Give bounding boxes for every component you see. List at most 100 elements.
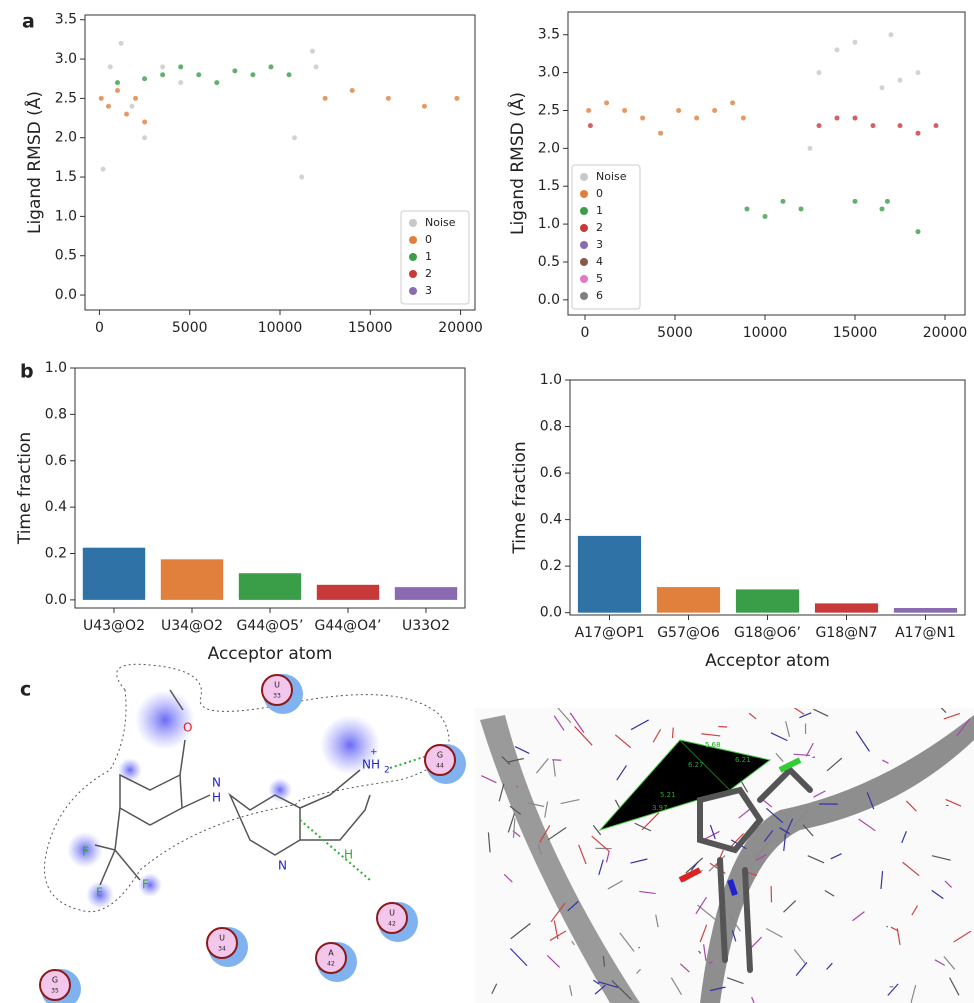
legend-box xyxy=(571,164,641,310)
stick xyxy=(775,752,784,762)
stick xyxy=(698,950,702,954)
point xyxy=(142,119,148,125)
y-tick-label: 0.8 xyxy=(540,419,562,435)
point xyxy=(160,72,166,78)
point xyxy=(349,88,355,94)
stick xyxy=(793,809,809,827)
point xyxy=(915,70,921,76)
stick xyxy=(679,963,690,973)
point xyxy=(816,123,822,129)
x-tick-label: 5000 xyxy=(657,325,693,341)
stick xyxy=(949,977,960,996)
legend-marker xyxy=(409,253,417,261)
point xyxy=(291,135,297,141)
atom: N xyxy=(278,859,287,873)
residue-base: G xyxy=(437,751,443,760)
plot-frame xyxy=(567,11,966,316)
stick xyxy=(611,980,632,1001)
point xyxy=(299,174,305,180)
stick xyxy=(512,818,516,838)
legend-marker xyxy=(409,236,417,244)
point xyxy=(676,107,682,113)
point xyxy=(879,85,885,91)
point xyxy=(385,95,391,101)
distance-label: 6.27 xyxy=(688,761,704,769)
point xyxy=(118,40,124,46)
y-tick-label: 2.0 xyxy=(55,130,77,146)
legend-marker xyxy=(580,173,588,181)
y-tick-label: 3.0 xyxy=(538,65,560,81)
point xyxy=(105,103,111,109)
stick xyxy=(709,824,716,840)
stick xyxy=(569,985,573,996)
stick xyxy=(956,718,971,737)
stick xyxy=(598,859,604,876)
stick xyxy=(880,870,884,889)
legend-label: Noise xyxy=(425,216,456,229)
legend-label: 1 xyxy=(425,250,432,263)
x-tick-label: 15000 xyxy=(833,325,878,341)
legend-label: 6 xyxy=(596,289,603,302)
structure-render: 5.68 6.21 6.27 5.21 3.97 xyxy=(475,708,974,1003)
point xyxy=(640,115,646,121)
stick xyxy=(866,792,875,810)
residue xyxy=(315,942,347,974)
point xyxy=(214,80,220,86)
stick xyxy=(630,719,649,731)
stick xyxy=(905,800,917,812)
stick xyxy=(901,831,907,844)
residue-number: 33 xyxy=(273,693,281,700)
x-tick-label: 15000 xyxy=(348,320,393,336)
stick xyxy=(709,986,726,992)
stick xyxy=(943,955,956,970)
legend-label: 2 xyxy=(425,267,432,280)
stick xyxy=(855,731,870,752)
atom: F xyxy=(142,878,149,892)
stick xyxy=(943,712,961,720)
contour xyxy=(43,663,450,913)
point xyxy=(196,72,202,78)
stick xyxy=(641,812,660,831)
point xyxy=(313,64,319,70)
legend-marker xyxy=(580,275,588,283)
stick xyxy=(813,790,826,798)
distance-label: 5.21 xyxy=(660,791,676,799)
bar xyxy=(394,587,458,600)
point xyxy=(870,123,876,129)
stick xyxy=(813,708,829,717)
atom: + xyxy=(370,748,378,758)
y-tick-label: 0.4 xyxy=(45,499,67,515)
stick xyxy=(607,880,623,890)
y-tick-label: 2.5 xyxy=(538,102,560,118)
stick xyxy=(638,946,641,949)
stick xyxy=(934,959,946,966)
y-tick-label: 1.5 xyxy=(55,169,77,185)
point xyxy=(142,76,148,82)
x-tick-label: G57@O6 xyxy=(657,625,720,641)
legend-marker xyxy=(580,292,588,300)
y-tick-label: 1.0 xyxy=(538,216,560,232)
stick xyxy=(578,844,587,865)
x-tick-label: 10000 xyxy=(743,325,788,341)
point xyxy=(129,103,135,109)
stick xyxy=(639,890,656,895)
y-tick-label: 0.6 xyxy=(540,465,562,481)
legend-label: Noise xyxy=(596,170,627,183)
stick xyxy=(547,827,567,841)
stick xyxy=(501,756,511,765)
legend-label: 5 xyxy=(596,272,603,285)
halo xyxy=(138,873,162,897)
point xyxy=(160,64,166,70)
y-axis-label: Time fraction xyxy=(15,432,35,545)
stick xyxy=(858,818,876,832)
stick xyxy=(685,857,704,874)
stick xyxy=(944,880,953,888)
stick xyxy=(574,726,593,746)
stick xyxy=(751,996,755,1003)
residue-base: U xyxy=(219,934,225,943)
distance-label: 6.21 xyxy=(735,756,751,764)
residue-number: 44 xyxy=(436,763,444,770)
stick xyxy=(911,905,919,916)
stick xyxy=(695,896,707,915)
x-tick-label: G44@O5’ xyxy=(236,618,303,634)
